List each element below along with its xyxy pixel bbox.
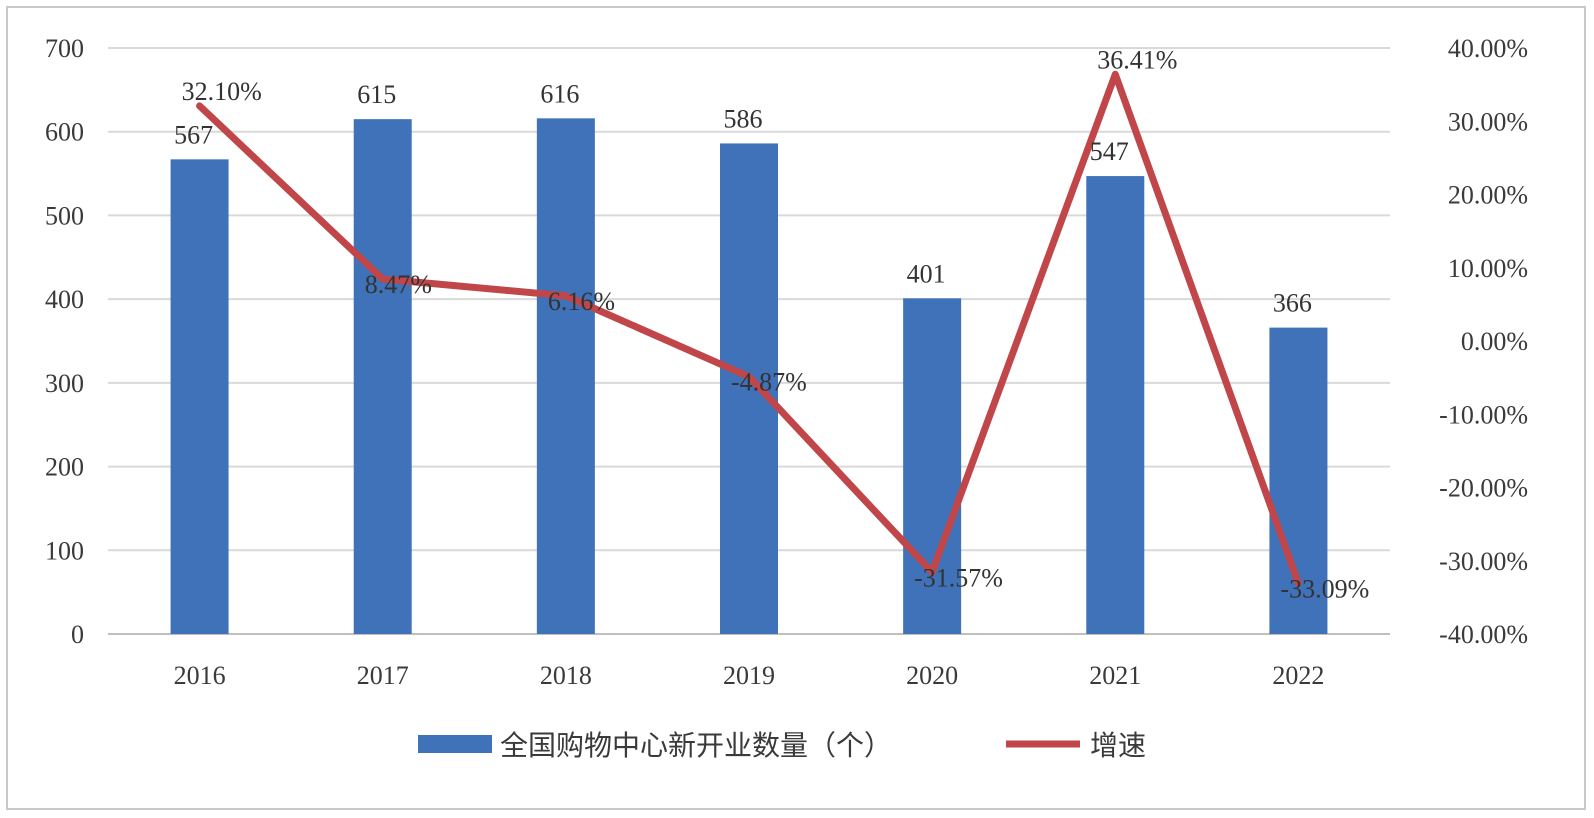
x-axis-ticks: 2016 2017 2018 2019 2020 2021 2022: [174, 661, 1325, 690]
bar: [720, 143, 778, 635]
left-axis-tick-label: 200: [45, 453, 84, 482]
bar-data-label: 567: [174, 120, 213, 149]
left-axis-tick-label: 100: [45, 536, 84, 565]
legend-line-label: 增速: [1090, 729, 1146, 762]
left-axis-tick-label: 700: [45, 34, 84, 63]
bar-data-label: 586: [724, 104, 763, 133]
line-series: [196, 70, 1302, 587]
line-data-labels: 32.10% 8.47% 6.16% -4.87% -31.57% 36.41% -33.0…: [182, 45, 1370, 603]
growth-line: [196, 70, 1302, 587]
right-axis-tick-label: 40.00%: [1448, 34, 1528, 63]
x-axis-tick-label: 2018: [540, 661, 592, 690]
right-axis-tick-label: -10.00%: [1439, 400, 1528, 429]
bar: [170, 159, 229, 634]
line-data-label: 32.10%: [182, 77, 262, 106]
left-axis-ticks: 0 100 200 300 400 500 600 700: [45, 34, 84, 649]
right-axis-tick-label: 30.00%: [1448, 107, 1528, 136]
left-axis-tick-label: 600: [45, 118, 84, 147]
bar-data-label: 366: [1273, 289, 1312, 318]
line-data-label: 8.47%: [365, 270, 432, 299]
x-axis-tick-label: 2021: [1089, 661, 1141, 690]
bar: [1086, 176, 1145, 634]
right-axis-tick-label: -30.00%: [1439, 547, 1528, 576]
line-data-label: 36.41%: [1097, 45, 1177, 74]
legend-bar-label: 全国购物中心新开业数量（个）: [500, 729, 892, 762]
right-axis-tick-label: -40.00%: [1439, 620, 1528, 649]
bar-series: [170, 118, 1328, 635]
x-axis-tick-label: 2020: [906, 661, 958, 690]
line-data-label: -33.09%: [1280, 574, 1369, 603]
bar: [353, 119, 412, 634]
right-axis-tick-label: 0.00%: [1461, 327, 1528, 356]
line-data-label: 6.16%: [548, 287, 615, 316]
right-axis-tick-label: 10.00%: [1448, 254, 1528, 283]
left-axis-tick-label: 0: [71, 620, 84, 649]
legend-bar-swatch: [418, 735, 492, 753]
legend: 全国购物中心新开业数量（个） 增速: [418, 729, 1146, 762]
x-axis-tick-label: 2017: [357, 661, 409, 690]
right-axis-ticks: -40.00% -30.00% -20.00% -10.00% 0.00% 10.00% 2…: [1439, 34, 1528, 649]
line-data-label: -4.87%: [731, 368, 807, 397]
bar-data-label: 615: [357, 80, 396, 109]
bar-data-label: 401: [907, 259, 946, 288]
line-data-label: -31.57%: [914, 563, 1003, 592]
left-axis-tick-label: 500: [45, 201, 84, 230]
bar: [536, 118, 595, 634]
right-axis-tick-label: -20.00%: [1439, 474, 1528, 503]
x-axis-tick-label: 2022: [1272, 661, 1324, 690]
bar: [903, 298, 962, 634]
bar-data-label: 616: [540, 79, 579, 108]
left-axis-tick-label: 300: [45, 369, 84, 398]
x-axis-tick-label: 2016: [174, 661, 226, 690]
left-axis-tick-label: 400: [45, 285, 84, 314]
x-axis-tick-label: 2019: [723, 661, 775, 690]
bar-data-labels: 567 615 616 586 401 547 366: [174, 79, 1312, 317]
right-axis-tick-label: 20.00%: [1448, 181, 1528, 210]
bar-data-label: 547: [1090, 137, 1129, 166]
